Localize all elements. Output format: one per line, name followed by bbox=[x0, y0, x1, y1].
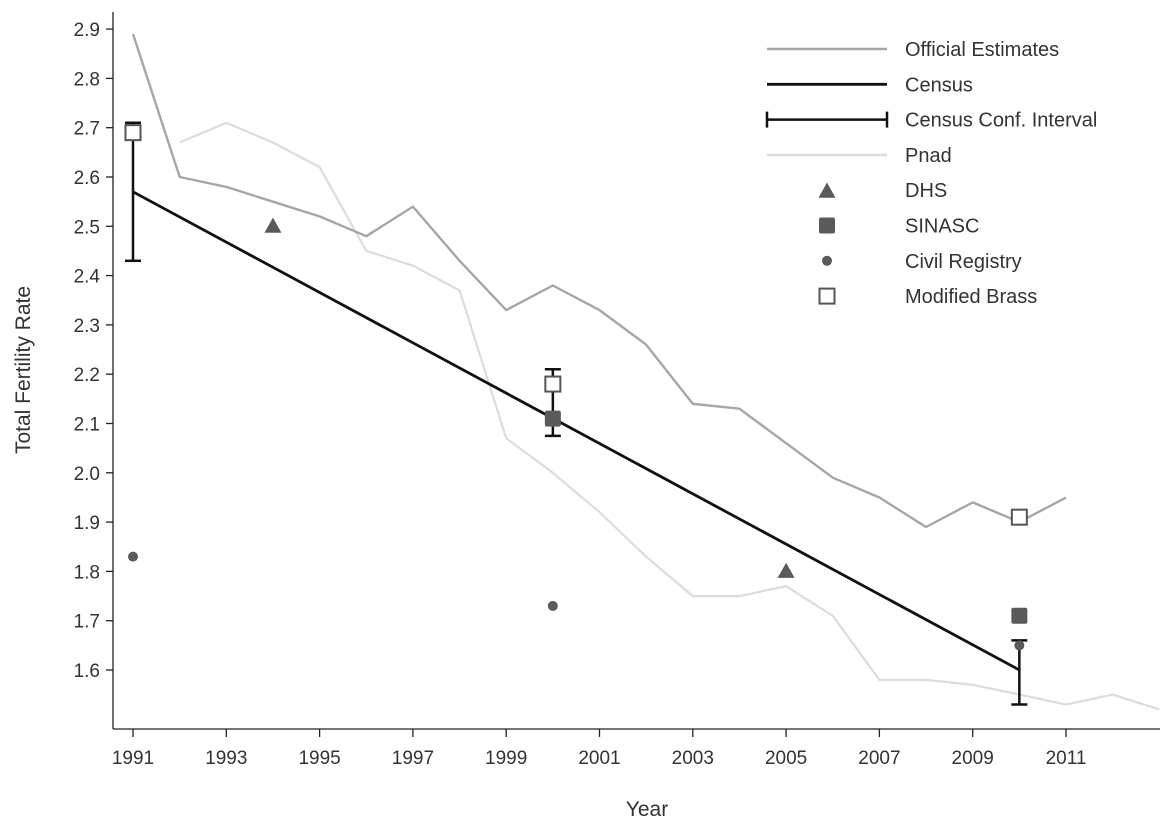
legend-swatch-triangle bbox=[818, 182, 836, 198]
legend-item-census: Census bbox=[767, 74, 973, 96]
x-tick-label: 1995 bbox=[298, 748, 340, 769]
modified-brass-point bbox=[124, 124, 142, 142]
legend-swatch-filled-square bbox=[819, 217, 835, 234]
y-axis-title: Total Fertility Rate bbox=[12, 286, 35, 454]
legend-item-census-conf-interval: Census Conf. Interval bbox=[765, 110, 1097, 132]
legend-label: Census bbox=[905, 74, 973, 96]
x-tick-label: 2011 bbox=[1046, 748, 1087, 769]
x-axis-title: Year bbox=[626, 798, 668, 821]
legend-item-sinasc: SINASC bbox=[819, 216, 979, 238]
legend-item-civil-registry: Civil Registry bbox=[822, 251, 1022, 273]
legend-swatch-circle bbox=[822, 255, 832, 266]
x-ticks: 1991 1993 1995 1997 1999 2001 2003 2005 2007 2009… bbox=[112, 729, 1087, 769]
legend-label: DHS bbox=[905, 180, 947, 202]
y-ticks: 1.6 1.7 1.8 1.9 2.0 2.1 2.2 2.3 2.4 2.5 2.6 2.7 2.8 2… bbox=[74, 20, 113, 682]
census-conf-interval-bar bbox=[125, 121, 141, 263]
y-tick-label: 2.8 bbox=[74, 69, 100, 90]
y-tick-label: 1.7 bbox=[74, 612, 100, 633]
dhs-point bbox=[264, 217, 282, 233]
legend: Official Estimates Census Census Conf. Int… bbox=[765, 39, 1097, 308]
civil-registry-point bbox=[128, 551, 138, 562]
legend-item-modified-brass: Modified Brass bbox=[818, 286, 1037, 308]
legend-label: SINASC bbox=[905, 216, 979, 238]
y-tick-label: 2.7 bbox=[74, 119, 100, 140]
y-tick-label: 2.6 bbox=[74, 168, 100, 189]
legend-label: Pnad bbox=[905, 145, 952, 167]
x-tick-label: 2007 bbox=[858, 748, 900, 769]
axes: 1.6 1.7 1.8 1.9 2.0 2.1 2.2 2.3 2.4 2.5 2.6 2.7 2.8 2… bbox=[12, 12, 1160, 821]
y-tick-label: 2.9 bbox=[74, 20, 100, 41]
civil-registry-point bbox=[1014, 640, 1025, 651]
legend-label: Civil Registry bbox=[905, 251, 1022, 273]
x-tick-label: 1997 bbox=[392, 748, 434, 769]
official-estimates-line bbox=[131, 33, 1067, 529]
y-tick-label: 2.2 bbox=[74, 365, 100, 386]
y-tick-label: 1.8 bbox=[74, 562, 100, 583]
legend-item-official-estimates: Official Estimates bbox=[767, 39, 1059, 61]
legend-label: Official Estimates bbox=[905, 39, 1059, 61]
y-tick-label: 1.9 bbox=[74, 513, 100, 534]
x-tick-label: 2001 bbox=[578, 748, 620, 769]
census-line bbox=[132, 190, 1021, 672]
y-tick-label: 2.5 bbox=[74, 217, 100, 238]
y-tick-label: 2.4 bbox=[74, 267, 101, 288]
modified-brass-point bbox=[544, 375, 562, 393]
dhs-point bbox=[777, 562, 795, 578]
x-tick-label: 1999 bbox=[485, 748, 527, 769]
x-tick-label: 2009 bbox=[952, 748, 994, 769]
legend-label: Modified Brass bbox=[905, 286, 1037, 308]
plot-area bbox=[124, 33, 1160, 711]
x-tick-label: 2005 bbox=[765, 748, 807, 769]
legend-swatch-open-square bbox=[818, 287, 836, 305]
x-tick-label: 1993 bbox=[205, 748, 247, 769]
legend-label: Census Conf. Interval bbox=[905, 110, 1097, 132]
sinasc-point bbox=[1011, 607, 1028, 624]
legend-item-pnad: Pnad bbox=[767, 145, 952, 167]
pnad-line bbox=[179, 121, 1160, 711]
legend-item-dhs: DHS bbox=[818, 180, 947, 202]
sinasc-point bbox=[544, 410, 561, 427]
x-tick-label: 2003 bbox=[672, 748, 714, 769]
y-tick-label: 2.3 bbox=[74, 316, 100, 337]
modified-brass-point bbox=[1010, 508, 1028, 526]
y-tick-label: 2.0 bbox=[74, 464, 100, 485]
y-tick-label: 2.1 bbox=[74, 415, 100, 436]
civil-registry-point bbox=[547, 600, 558, 611]
y-tick-label: 1.6 bbox=[74, 661, 100, 682]
x-tick-label: 1991 bbox=[112, 748, 154, 769]
